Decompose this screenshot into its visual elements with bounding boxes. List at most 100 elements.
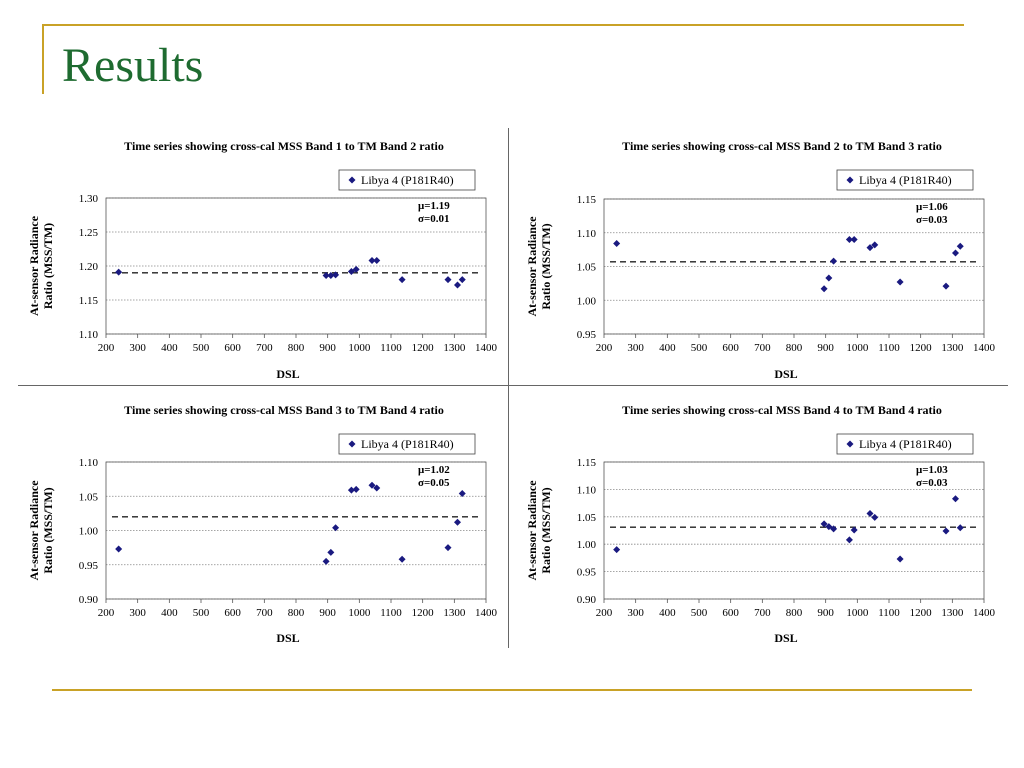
- x-tick-label: 500: [691, 607, 708, 619]
- x-tick-label: 1200: [910, 607, 933, 619]
- x-tick-label: 1400: [973, 342, 996, 354]
- x-tick-label: 300: [627, 607, 644, 619]
- x-tick-label: 900: [817, 607, 834, 619]
- x-axis-label: DSL: [774, 367, 797, 381]
- x-tick-label: 800: [288, 342, 305, 354]
- data-point: [866, 510, 874, 518]
- data-point: [373, 257, 381, 265]
- chart-1: Time series showing cross-cal MSS Band 1…: [27, 139, 498, 381]
- data-point: [850, 236, 858, 243]
- data-point: [825, 274, 833, 282]
- x-tick-label: 1300: [443, 342, 466, 354]
- annotation-sigma: σ=0.03: [916, 214, 948, 226]
- annotation-sigma: σ=0.03: [916, 477, 948, 489]
- y-tick-label: 1.15: [79, 295, 99, 307]
- x-tick-label: 700: [754, 342, 771, 354]
- data-point: [115, 268, 123, 276]
- data-point: [458, 490, 466, 498]
- y-axis-label-line2: Ratio (MSS/TM): [41, 223, 55, 309]
- data-point: [332, 524, 340, 532]
- x-tick-label: 600: [722, 607, 739, 619]
- chart-title: Time series showing cross-cal MSS Band 4…: [622, 403, 942, 417]
- x-tick-label: 1300: [443, 607, 466, 619]
- x-axis-label: DSL: [774, 631, 797, 645]
- data-point: [820, 285, 828, 293]
- data-point: [327, 548, 335, 556]
- y-axis-label-line1: At-sensor Radiance: [27, 480, 41, 581]
- x-tick-label: 400: [161, 342, 178, 354]
- data-point: [327, 272, 335, 280]
- data-point: [458, 276, 466, 284]
- y-tick-label: 0.95: [79, 560, 99, 572]
- legend-label: Libya 4 (P181R40): [859, 173, 952, 187]
- annotation-mean: μ=1.02: [418, 464, 450, 476]
- chart-2: Time series showing cross-cal MSS Band 2…: [525, 139, 996, 381]
- y-axis-label-line2: Ratio (MSS/TM): [539, 487, 553, 573]
- legend-box: [836, 169, 974, 191]
- data-point: [352, 485, 360, 493]
- data-point: [896, 278, 904, 286]
- data-point: [352, 265, 360, 273]
- data-point: [332, 271, 340, 279]
- x-tick-label: 1000: [846, 342, 869, 354]
- legend-label: Libya 4 (P181R40): [361, 173, 454, 187]
- data-point: [347, 486, 355, 494]
- y-axis-label-line2: Ratio (MSS/TM): [539, 223, 553, 309]
- chart-title: Time series showing cross-cal MSS Band 1…: [124, 139, 444, 153]
- x-tick-label: 300: [129, 342, 146, 354]
- data-point: [322, 557, 330, 565]
- legend-label: Libya 4 (P181R40): [361, 437, 454, 451]
- data-point: [896, 555, 904, 563]
- data-point: [942, 282, 950, 290]
- y-tick-label: 1.10: [577, 228, 597, 240]
- x-tick-label: 1100: [380, 342, 402, 354]
- x-tick-label: 600: [722, 342, 739, 354]
- y-tick-label: 1.00: [577, 295, 597, 307]
- x-tick-label: 200: [98, 607, 115, 619]
- data-point: [942, 527, 950, 535]
- y-tick-label: 1.05: [577, 262, 597, 274]
- y-tick-label: 0.90: [577, 594, 597, 606]
- data-point: [368, 257, 376, 265]
- data-point: [398, 276, 406, 284]
- x-tick-label: 500: [691, 342, 708, 354]
- data-point: [830, 525, 838, 533]
- x-tick-label: 800: [288, 607, 305, 619]
- data-point: [613, 240, 621, 248]
- x-tick-label: 1100: [878, 342, 900, 354]
- chart-title: Time series showing cross-cal MSS Band 2…: [622, 139, 942, 153]
- x-tick-label: 500: [193, 607, 210, 619]
- x-tick-label: 700: [754, 607, 771, 619]
- chart-title: Time series showing cross-cal MSS Band 3…: [124, 403, 444, 417]
- data-point: [373, 484, 381, 492]
- x-tick-label: 800: [786, 607, 803, 619]
- legend-marker: [348, 176, 356, 184]
- data-point: [830, 257, 838, 265]
- data-point: [444, 276, 452, 284]
- data-point: [871, 241, 879, 249]
- x-tick-label: 1100: [380, 607, 402, 619]
- y-tick-label: 1.15: [577, 194, 597, 206]
- x-tick-label: 200: [596, 607, 613, 619]
- quadrant-divider-horizontal: [18, 385, 1008, 386]
- annotation-mean: μ=1.06: [916, 201, 948, 213]
- legend-marker: [846, 440, 854, 448]
- y-axis-label-line1: At-sensor Radiance: [525, 480, 539, 581]
- x-tick-label: 300: [129, 607, 146, 619]
- legend-box: [338, 169, 476, 191]
- y-axis-label-line2: Ratio (MSS/TM): [41, 487, 55, 573]
- x-tick-label: 1400: [973, 607, 996, 619]
- y-tick-label: 1.15: [577, 457, 597, 469]
- data-point: [444, 544, 452, 552]
- y-tick-label: 1.20: [79, 261, 99, 273]
- x-tick-label: 400: [659, 607, 676, 619]
- y-tick-label: 1.00: [79, 526, 99, 538]
- y-tick-label: 1.30: [79, 193, 99, 205]
- x-tick-label: 600: [224, 342, 241, 354]
- y-axis-label-line1: At-sensor Radiance: [27, 215, 41, 316]
- legend-marker: [846, 176, 854, 184]
- x-tick-label: 400: [659, 342, 676, 354]
- x-tick-label: 1200: [910, 342, 933, 354]
- y-tick-label: 1.05: [577, 512, 597, 524]
